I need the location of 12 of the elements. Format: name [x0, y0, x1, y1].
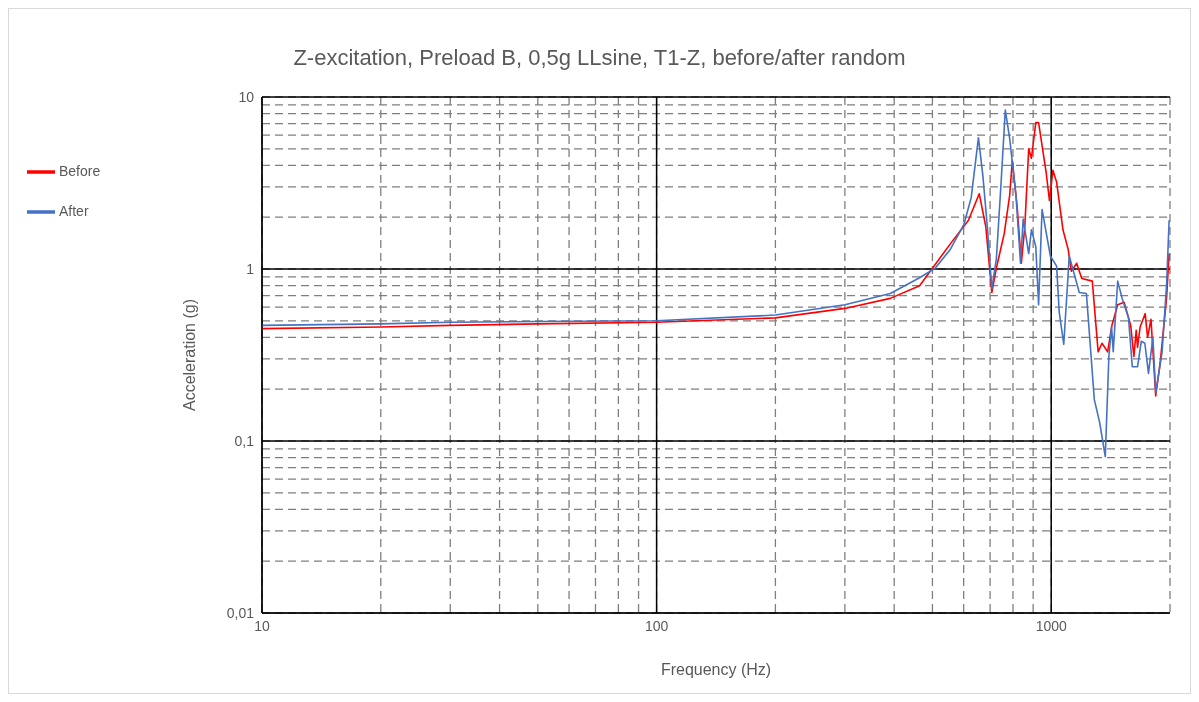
legend-label: Before [59, 163, 101, 179]
chart-title: Z-excitation, Preload B, 0,5g LLsine, T1-Z, before/after random [293, 45, 906, 71]
y-tick-label: 10 [238, 88, 255, 105]
x-tick-label: 100 [644, 617, 669, 634]
y-tick-label: 0,01 [226, 604, 255, 621]
y-tick-label: 0,1 [234, 432, 255, 449]
x-axis-title: Frequency (Hz) [660, 661, 772, 678]
legend-label: After [59, 203, 89, 219]
x-tick-label: 10 [254, 617, 270, 634]
x-tick-label: 1000 [1035, 617, 1067, 634]
y-axis-title: Acceleration (g) [180, 298, 198, 412]
y-tick-label: 1 [246, 260, 255, 277]
